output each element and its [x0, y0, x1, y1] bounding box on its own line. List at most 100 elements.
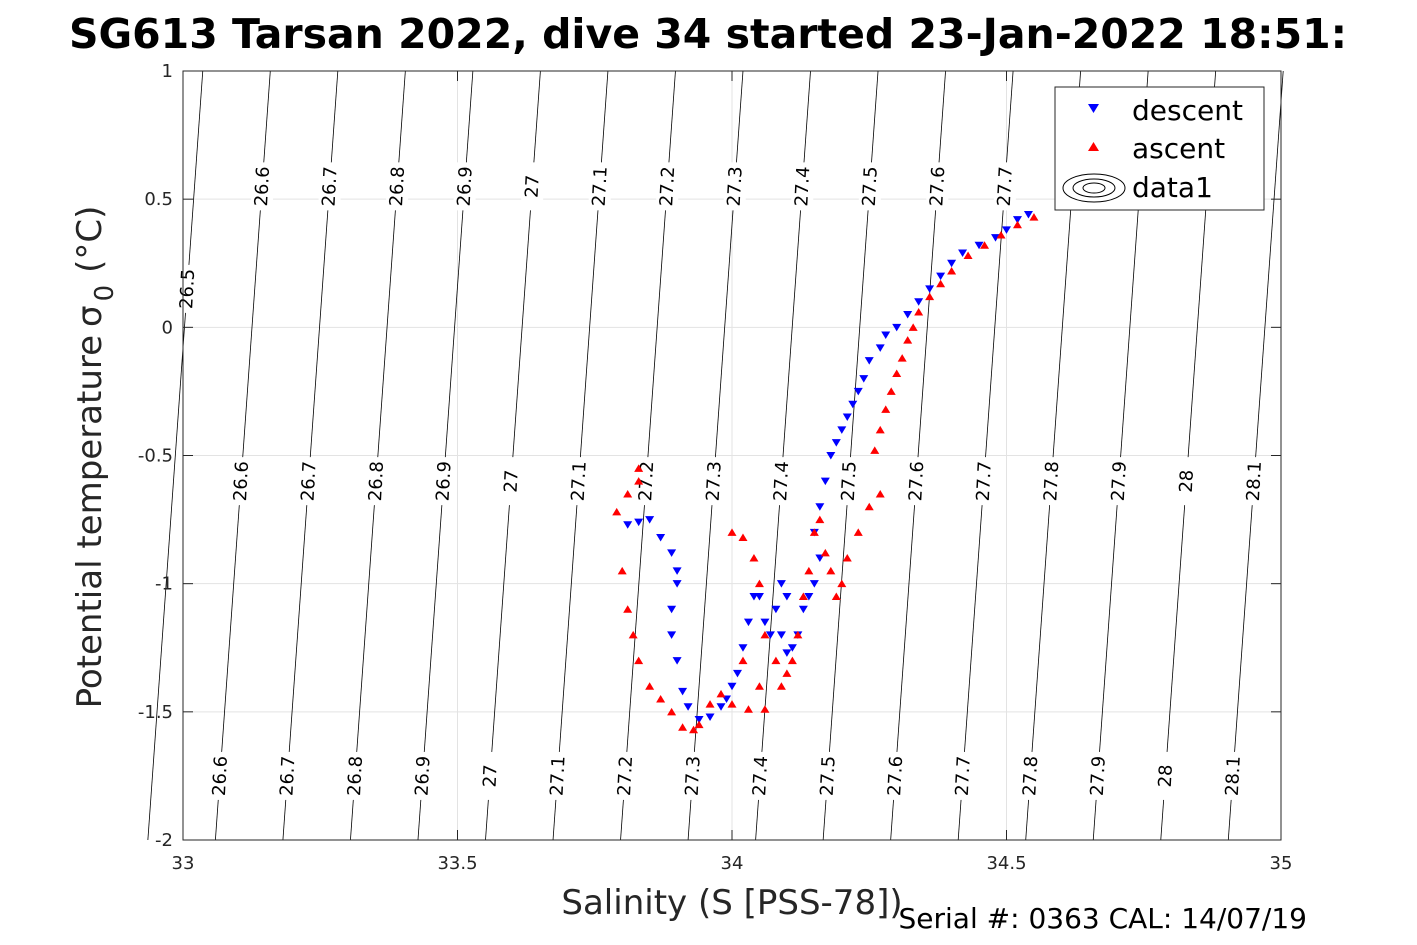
ascent-marker	[754, 682, 764, 690]
contour-label: 27.5	[859, 166, 882, 207]
ascent-marker	[1012, 220, 1022, 229]
ascent-marker	[694, 720, 704, 729]
descent-marker	[991, 234, 1001, 242]
contour-label: 27.9	[1108, 461, 1131, 502]
descent-marker	[667, 549, 677, 557]
descent-marker	[853, 387, 863, 396]
ascent-marker	[678, 723, 688, 731]
descent-marker	[738, 644, 748, 652]
ascent-marker	[925, 292, 935, 301]
y-tick-label: -1	[155, 574, 173, 595]
ascent-marker	[870, 446, 880, 454]
descent-marker	[743, 618, 753, 627]
density-contour-labels: 26.6 26.7 26.8 26.9 27 27.1 27.2 27.3 27.4 27.5 27…	[176, 162, 1266, 800]
contour-label-bg	[251, 162, 274, 211]
descent-marker	[765, 631, 775, 639]
contour-label-bg	[386, 162, 409, 211]
descent-marker	[782, 649, 792, 657]
contour-label: 28.1	[1243, 461, 1266, 502]
contour-label-bg	[723, 162, 746, 211]
descent-marker	[787, 644, 797, 652]
contour-label-bg	[344, 751, 367, 800]
contour-label-bg	[614, 751, 637, 800]
contour-label-bg	[884, 751, 907, 800]
contour-label-bg	[567, 457, 590, 506]
contour-label: 27.1	[568, 461, 591, 502]
descent-marker	[958, 249, 968, 257]
descent-marker	[804, 592, 814, 601]
contour-label: 27.3	[682, 755, 705, 796]
legend-ascent-marker	[1088, 142, 1099, 151]
ascent-marker	[897, 354, 907, 362]
ascent-marker	[738, 656, 748, 665]
ascent-marker	[842, 554, 852, 562]
contour-label-bg	[411, 751, 434, 800]
contour-label-bg	[432, 457, 455, 506]
contour-label-bg	[176, 264, 199, 313]
contour-label: 26.8	[344, 755, 367, 796]
contour-label: 27.4	[770, 461, 793, 502]
ascent-marker	[667, 707, 677, 716]
descent-marker	[936, 272, 946, 281]
contour-label-bg	[1086, 751, 1109, 800]
descent-marker	[875, 344, 885, 352]
ascent-marker	[634, 477, 644, 485]
contour-label: 27.6	[926, 166, 949, 207]
descent-marker	[925, 285, 935, 293]
contour-label-bg	[656, 162, 679, 211]
contour-label-bg	[208, 751, 231, 800]
contour-label-bg	[770, 457, 793, 506]
contour-label-bg	[993, 162, 1016, 211]
ascent-marker	[634, 464, 644, 472]
contour-label-bg	[681, 751, 704, 800]
contour-label: 27	[522, 174, 544, 198]
contour-label-bg	[1242, 457, 1265, 506]
contour-label-bg	[837, 457, 860, 506]
ascent-marker	[656, 695, 666, 703]
ascent-marker	[908, 323, 918, 331]
contour-label-bg	[905, 457, 928, 506]
ascent-marker	[793, 630, 803, 639]
descent-marker	[776, 631, 786, 639]
contour-label-bg	[1107, 457, 1130, 506]
ascent-marker	[705, 700, 715, 708]
descent-marker	[656, 534, 666, 542]
ascent-marker	[947, 266, 957, 275]
descent-marker	[705, 713, 715, 721]
y-tick-label: 0	[162, 317, 173, 338]
descent-marker	[749, 592, 759, 601]
contour-label: 27.4	[791, 166, 814, 207]
ascent-marker	[776, 682, 786, 690]
descent-marker	[859, 375, 869, 383]
x-tick-label: 33	[172, 853, 195, 874]
contour-label: 27.1	[547, 755, 570, 796]
contour-label: 27.7	[952, 755, 975, 796]
descent-marker	[842, 413, 852, 422]
contour-label: 27	[501, 469, 523, 493]
contour-label: 27.5	[817, 755, 840, 796]
contour-label-bg	[276, 751, 299, 800]
ascent-marker	[820, 548, 830, 557]
contour-label: 27	[479, 764, 501, 788]
descent-marker	[809, 580, 819, 588]
contour-label-bg	[546, 751, 569, 800]
x-tick-label: 34.5	[986, 853, 1026, 874]
contour-label: 26.6	[230, 461, 253, 502]
contour-label: 26.7	[276, 755, 299, 796]
contour-label: 28	[1176, 469, 1198, 493]
ascent-marker	[623, 489, 633, 498]
contour-label: 27.6	[905, 461, 928, 502]
descent-marker	[722, 695, 732, 704]
ascent-marker	[787, 656, 797, 665]
ascent-marker	[826, 566, 836, 575]
ascent-marker	[996, 231, 1006, 239]
contour-label: 27.8	[1019, 755, 1042, 796]
contour-label-bg	[972, 457, 995, 506]
contour-label-bg	[479, 751, 502, 800]
contour-label: 27.6	[884, 755, 907, 796]
descent-marker	[672, 580, 682, 588]
contour-label: 27.7	[994, 166, 1017, 207]
descent-marker	[798, 605, 808, 614]
legend-ascent-label: ascent	[1132, 132, 1225, 165]
